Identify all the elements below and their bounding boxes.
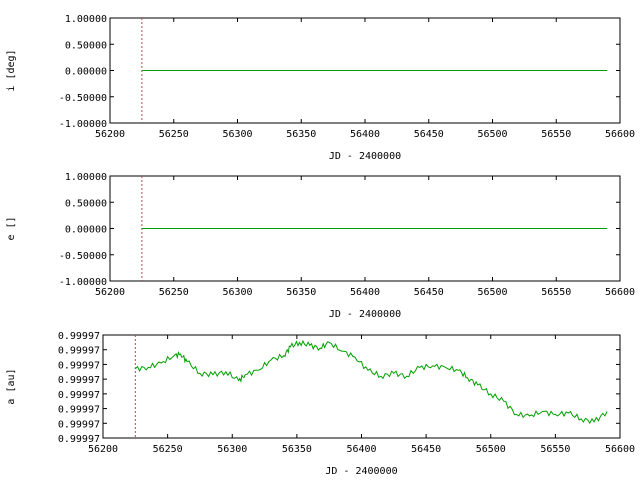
x-tick-label: 56400: [346, 444, 376, 455]
y-tick-label: -0.50000: [59, 251, 107, 262]
x-tick-label: 56200: [95, 129, 125, 140]
series-line: [134, 339, 608, 425]
x-tick-label: 56250: [159, 287, 189, 298]
x-tick-label: 56350: [286, 287, 316, 298]
x-axis-label: JD - 2400000: [325, 466, 397, 477]
x-tick-label: 56600: [605, 287, 635, 298]
x-tick-label: 56450: [411, 444, 441, 455]
y-axis-label: a [au]: [6, 368, 17, 404]
y-tick-label: 0.00000: [65, 67, 107, 78]
x-tick-label: 56300: [222, 287, 252, 298]
y-axis-label: i [deg]: [6, 49, 17, 91]
x-tick-label: 56300: [222, 129, 252, 140]
y-tick-label: 0.99997: [58, 419, 100, 430]
x-tick-label: 56450: [414, 287, 444, 298]
x-tick-label: 56200: [95, 287, 125, 298]
x-tick-label: 56450: [414, 129, 444, 140]
y-tick-label: 0.99997: [58, 375, 100, 386]
y-tick-label: 1.00000: [65, 14, 107, 25]
y-tick-label: 1.00000: [65, 172, 107, 183]
y-tick-label: 0.99997: [58, 434, 100, 445]
panel-inclination: 56200 56250 56300 56350 56400 56450 56500 56550…: [6, 14, 635, 162]
x-tick-label: 56600: [605, 129, 635, 140]
y-tick-label: -1.00000: [59, 119, 107, 130]
x-axis-label: JD - 2400000: [329, 151, 401, 162]
x-tick-label: 56250: [159, 129, 189, 140]
x-tick-label: 56600: [605, 444, 635, 455]
y-tick-label: 0.99997: [58, 331, 100, 342]
panel-semimajor-axis: 56200 56250 56300 56350 56400 56450 56500 56550…: [6, 331, 635, 477]
y-tick-label: 0.99997: [58, 360, 100, 371]
x-tick-label: 56350: [282, 444, 312, 455]
y-tick-label: -1.00000: [59, 277, 107, 288]
y-tick-label: 0.99997: [58, 405, 100, 416]
x-tick-label: 56400: [350, 129, 380, 140]
x-tick-label: 56550: [540, 444, 570, 455]
x-tick-label: 56500: [476, 444, 506, 455]
x-tick-label: 56500: [477, 287, 507, 298]
y-tick-label: 0.00000: [65, 225, 107, 236]
y-tick-label: 0.50000: [65, 40, 107, 51]
x-tick-label: 56550: [541, 287, 571, 298]
x-tick-label: 56200: [88, 444, 118, 455]
y-tick-label: 0.99997: [58, 346, 100, 357]
plot-frame: [102, 334, 621, 439]
x-tick-label: 56550: [541, 129, 571, 140]
x-tick-label: 56500: [477, 129, 507, 140]
y-tick-label: -0.50000: [59, 93, 107, 104]
panel-eccentricity: 56200 56250 56300 56350 56400 56450 56500 56550…: [6, 172, 635, 320]
y-tick-label: 0.50000: [65, 198, 107, 209]
x-tick-label: 56250: [153, 444, 183, 455]
x-axis-label: JD - 2400000: [329, 309, 401, 320]
x-tick-label: 56400: [350, 287, 380, 298]
y-tick-label: 0.99997: [58, 390, 100, 401]
y-axis-label: e []: [6, 216, 17, 240]
x-tick-label: 56300: [217, 444, 247, 455]
x-tick-label: 56350: [286, 129, 316, 140]
